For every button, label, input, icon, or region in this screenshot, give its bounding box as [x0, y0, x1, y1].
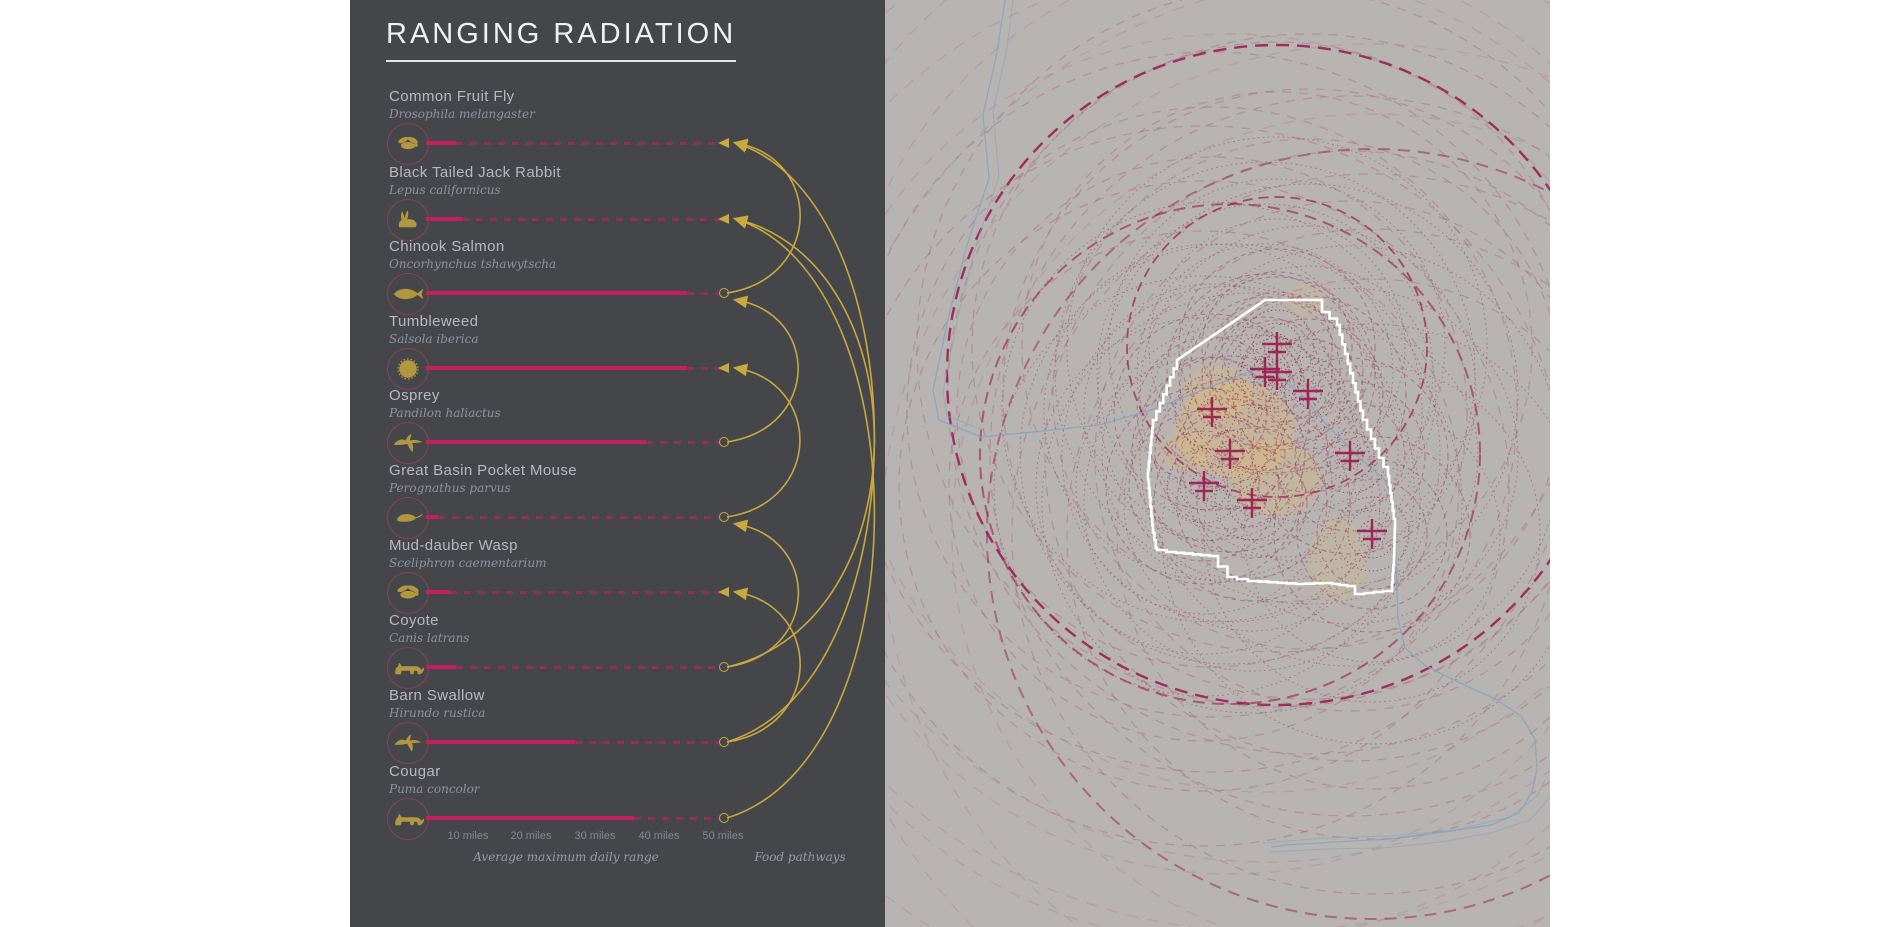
range-endpoint-marker [719, 512, 729, 522]
range-map [885, 0, 1550, 927]
range-bar [426, 440, 646, 444]
mile-tick-40: 40 miles [638, 830, 680, 842]
species-name: Osprey [389, 387, 440, 404]
species-row-fruit-fly: Common Fruit Fly Drosophila melangaster [350, 88, 885, 170]
range-bar-dashed [437, 516, 723, 519]
range-bar-dashed [687, 292, 723, 295]
species-row-chinook-salmon: Chinook Salmon Oncorhynchus tshawytscha [350, 238, 885, 320]
infographic: RANGING RADIATION Common Fruit Fly Droso… [350, 0, 1550, 927]
range-bar [426, 816, 634, 820]
species-name: Mud-dauber Wasp [389, 537, 518, 554]
coyote-icon [395, 662, 425, 675]
jack-rabbit-icon [398, 210, 417, 228]
range-bar-dashed [455, 142, 723, 145]
cougar-icon [395, 813, 425, 826]
range-bar-dashed [455, 666, 723, 669]
range-endpoint-marker [719, 288, 729, 298]
species-row-osprey: Osprey Pandilon haliactus [350, 387, 885, 469]
species-icon-circle [387, 348, 429, 390]
range-endpoint-marker [719, 813, 729, 823]
species-row-wasp: Mud-dauber Wasp Sceliphron caementarium [350, 537, 885, 619]
range-endpoint-marker [718, 363, 729, 373]
species-scientific-name: Lepus californicus [389, 183, 501, 197]
species-scientific-name: Hirundo rustica [389, 706, 486, 720]
salmon-icon [393, 288, 424, 300]
pocket-mouse-icon [396, 513, 423, 523]
species-row-cougar: Cougar Puma concolor [350, 763, 885, 845]
range-bar-dashed [687, 367, 723, 370]
range-bar [426, 217, 462, 221]
food-pathways-label: Food pathways [754, 850, 846, 864]
range-bar-dashed [645, 441, 723, 444]
range-bar [426, 665, 456, 669]
range-bar-dashed [633, 817, 723, 820]
osprey-icon [393, 433, 423, 453]
species-name: Cougar [389, 763, 441, 780]
species-scientific-name: Sceliphron caementarium [389, 556, 547, 570]
map-svg [885, 0, 1550, 927]
species-row-pocket-mouse: Great Basin Pocket Mouse Perognathus par… [350, 462, 885, 544]
range-endpoint-marker [718, 587, 729, 597]
range-endpoint-marker [719, 737, 729, 747]
barn-swallow-icon [394, 734, 422, 752]
species-name: Great Basin Pocket Mouse [389, 462, 578, 479]
range-bar [426, 291, 688, 295]
species-row-jack-rabbit: Black Tailed Jack Rabbit Lepus californi… [350, 164, 885, 246]
species-scientific-name: Canis latrans [389, 631, 470, 645]
species-icon-circle [387, 273, 429, 315]
species-row-barn-swallow: Barn Swallow Hirundo rustica [350, 687, 885, 769]
range-bar [426, 590, 450, 594]
mile-tick-50: 50 miles [702, 830, 744, 842]
species-row-tumbleweed: Tumbleweed Salsola iberica [350, 313, 885, 395]
mile-tick-10: 10 miles [447, 830, 489, 842]
species-scientific-name: Perognathus parvus [389, 481, 511, 495]
species-icon-circle [387, 199, 429, 241]
species-icon-circle [387, 422, 429, 464]
range-bar [426, 366, 688, 370]
range-bar [426, 515, 438, 519]
mile-tick-20: 20 miles [510, 830, 552, 842]
species-icon-circle [387, 123, 429, 165]
range-endpoint-marker [718, 214, 729, 224]
range-bar-dashed [461, 218, 723, 221]
range-endpoint-marker [718, 138, 729, 148]
species-panel: RANGING RADIATION Common Fruit Fly Droso… [350, 0, 885, 927]
mile-tick-30: 30 miles [574, 830, 616, 842]
range-endpoint-marker [719, 662, 729, 672]
species-name: Coyote [389, 612, 439, 629]
species-name: Chinook Salmon [389, 238, 505, 255]
page-title: RANGING RADIATION [386, 18, 737, 62]
species-scientific-name: Puma concolor [389, 782, 480, 796]
species-name: Tumbleweed [389, 313, 479, 330]
range-bar [426, 740, 575, 744]
species-name: Common Fruit Fly [389, 88, 515, 105]
species-scientific-name: Drosophila melangaster [389, 107, 535, 121]
species-icon-circle [387, 647, 429, 689]
species-name: Black Tailed Jack Rabbit [389, 164, 561, 181]
species-icon-circle [387, 572, 429, 614]
species-icon-circle [387, 497, 429, 539]
species-scientific-name: Oncorhynchus tshawytscha [389, 257, 557, 271]
wasp-icon [396, 583, 420, 599]
species-row-coyote: Coyote Canis latrans [350, 612, 885, 694]
species-scientific-name: Pandilon haliactus [389, 406, 501, 420]
range-endpoint-marker [719, 437, 729, 447]
species-icon-circle [387, 798, 429, 840]
species-scientific-name: Salsola iberica [389, 332, 479, 346]
range-bar-dashed [449, 591, 723, 594]
species-icon-circle [387, 722, 429, 764]
range-bar [426, 141, 456, 145]
fruit-fly-icon [397, 135, 419, 150]
axis-caption: Average maximum daily range [473, 850, 659, 864]
tumbleweed-icon [397, 358, 419, 380]
species-name: Barn Swallow [389, 687, 485, 704]
range-bar-dashed [574, 741, 723, 744]
